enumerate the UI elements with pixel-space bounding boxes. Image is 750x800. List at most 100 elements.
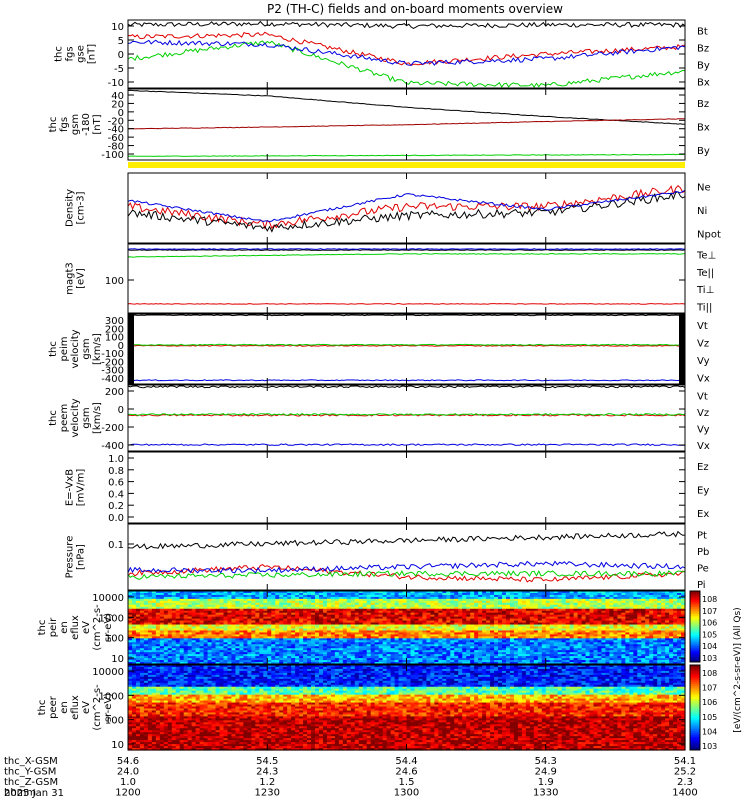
spectrogram-cell	[450, 610, 455, 614]
spectrogram-cell	[486, 620, 491, 624]
spectrogram-cell	[390, 614, 396, 618]
spectrogram-cell	[271, 600, 276, 604]
spectrogram-cell	[549, 602, 555, 606]
spectrogram-cell	[223, 634, 229, 637]
spectrogram-cell	[466, 630, 471, 634]
spectrogram-cell	[557, 602, 563, 606]
spectrogram-cell	[402, 642, 408, 645]
spectrogram-cell	[494, 610, 499, 614]
spectrogram-cell	[326, 604, 332, 608]
spectrogram-cell	[295, 610, 300, 614]
spectrogram-cell	[470, 616, 475, 620]
spectrogram-cell	[617, 632, 622, 635]
spectrogram-cell	[330, 596, 336, 600]
spectrogram-cell	[195, 648, 201, 651]
spectrogram-cell	[529, 592, 535, 596]
spectrogram-cell	[211, 652, 217, 655]
spectrogram-cell	[549, 608, 555, 612]
spectrogram-cell	[295, 618, 300, 622]
spectrogram-cell	[537, 656, 543, 659]
spectrogram-cell	[131, 634, 137, 637]
spectrogram-cell	[629, 646, 634, 649]
spectrogram-cell	[525, 632, 531, 635]
spectrogram-cell	[450, 618, 455, 622]
spectrogram-cell	[167, 594, 173, 598]
spectrogram-cell	[259, 654, 264, 657]
spectrogram-cell	[191, 606, 197, 610]
spectrogram-cell	[434, 596, 439, 600]
spectrogram-cell	[128, 658, 133, 661]
spectrogram-cell	[661, 642, 666, 645]
spectrogram-cell	[386, 630, 392, 634]
spectrogram-cell	[143, 594, 149, 598]
spectrogram-cell	[147, 614, 153, 618]
spectrogram-cell	[649, 630, 654, 634]
spectrogram-cell	[521, 650, 527, 653]
spectrogram-cell	[426, 632, 431, 635]
spectrogram-cell	[279, 634, 284, 637]
spectrogram-cell	[338, 591, 344, 594]
spectrogram-cell	[486, 638, 491, 641]
spectrogram-cell	[155, 606, 161, 610]
spectrogram-cell	[183, 646, 189, 649]
spectrogram-cell	[513, 616, 519, 620]
spectrogram-cell	[374, 628, 380, 632]
spectrogram-cell	[322, 658, 328, 661]
spectrogram-cell	[426, 628, 431, 632]
spectrogram-cell	[402, 620, 408, 624]
spectrogram-cell	[338, 600, 344, 604]
spectrogram-cell	[143, 646, 149, 649]
spectrogram-cell	[633, 620, 638, 624]
spectrogram-cell	[318, 622, 324, 626]
spectrogram-cell	[625, 616, 630, 620]
spectrogram-cell	[418, 644, 424, 647]
spectrogram-cell	[263, 642, 268, 645]
spectrogram-cell	[446, 606, 451, 610]
spectrogram-cell	[243, 624, 248, 628]
spectrogram-cell	[422, 638, 427, 641]
spectrogram-cell	[613, 646, 618, 649]
spectrogram-cell	[422, 640, 427, 643]
spectrogram-cell	[275, 618, 280, 622]
spectrogram-cell	[135, 600, 141, 604]
spectrogram-cell	[517, 652, 523, 655]
spectrogram-cell	[613, 620, 618, 624]
spectrogram-cell	[486, 636, 491, 639]
spectrogram-cell	[446, 608, 451, 612]
spectrogram-cell	[406, 648, 412, 651]
spectrogram-cell	[303, 606, 308, 610]
spectrogram-cell	[287, 628, 292, 632]
spectrogram-cell	[454, 602, 459, 606]
spectrogram-cell	[629, 644, 634, 647]
spectrogram-cell	[199, 636, 205, 639]
spectrogram-cell	[259, 622, 264, 626]
spectrogram-cell	[645, 602, 650, 606]
spectrogram-cell	[362, 624, 368, 628]
spectrogram-cell	[211, 620, 217, 624]
spectrogram-cell	[311, 642, 316, 645]
spectrogram-cell	[207, 616, 213, 620]
spectrogram-cell	[649, 594, 654, 598]
spectrogram-cell	[657, 608, 662, 612]
spectrogram-cell	[486, 660, 491, 663]
spectrogram-cell	[223, 632, 229, 635]
spectrogram-cell	[517, 630, 523, 634]
spectrogram-cell	[358, 640, 364, 643]
spectrogram-cell	[517, 614, 523, 618]
spectrogram-cell	[219, 652, 225, 655]
spectrogram-cell	[537, 640, 543, 643]
spectrogram-cell	[231, 634, 237, 637]
spectrogram-cell	[167, 648, 173, 651]
spectrogram-cell	[287, 648, 292, 651]
spectrogram-cell	[370, 616, 376, 620]
spectrogram-cell	[653, 592, 658, 596]
spectrogram-cell	[490, 648, 495, 651]
spectrogram-cell	[307, 600, 312, 604]
spectrogram-cell	[474, 632, 479, 635]
spectrogram-cell	[131, 654, 137, 657]
spectrogram-cell	[621, 650, 626, 653]
spectrogram-cell	[322, 634, 328, 637]
spectrogram-cell	[597, 626, 603, 630]
spectrogram-cell	[147, 628, 153, 632]
spectrogram-cell	[494, 628, 499, 632]
